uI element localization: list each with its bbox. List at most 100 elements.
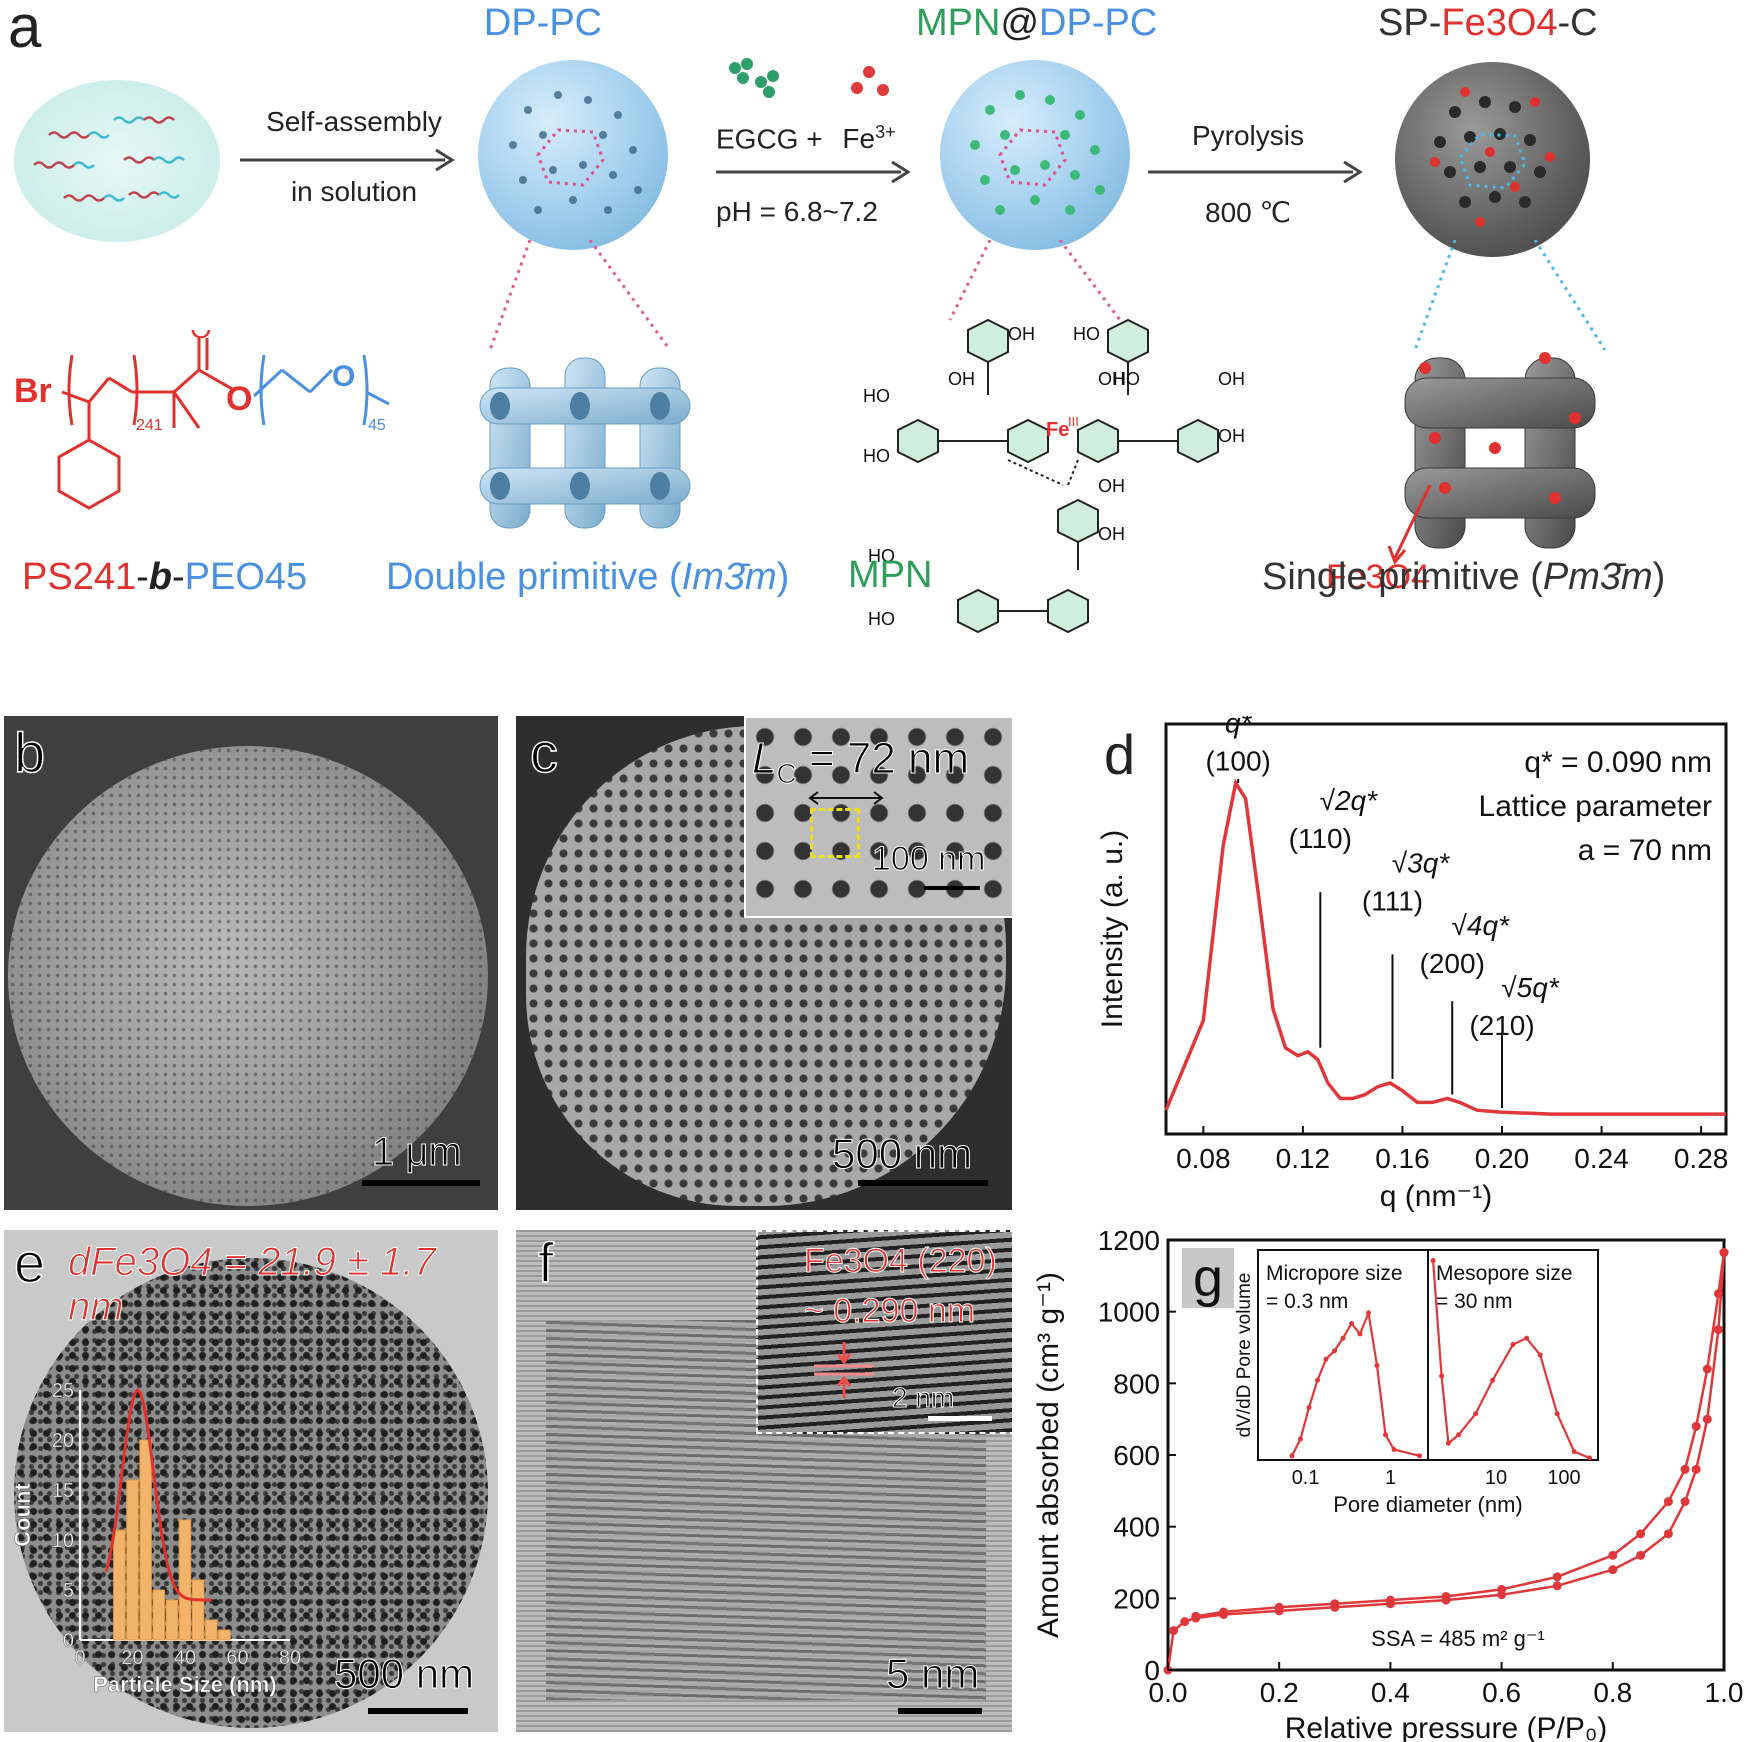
b-part: b [148,556,172,598]
inset-x-tick: 1 [1385,1467,1396,1489]
mesopore-point [1554,1411,1560,1417]
peak-label: √4q* [1452,910,1511,941]
hist-bar [113,1529,126,1641]
y-tick-label: 600 [1113,1440,1160,1471]
hist-bar [218,1629,231,1641]
ssa-label: SSA = 485 m² g⁻¹ [1371,1626,1545,1651]
mesopore-curve [1432,1260,1590,1459]
x-tick-label: 0.20 [1475,1143,1530,1174]
isotherm-point [1180,1617,1190,1627]
dppc-sphere [478,60,668,250]
oh-label: OH [948,369,975,389]
mesopore-title: Mesopore size [1436,1262,1573,1285]
saxs-chart: 0.08 0.12 0.16 0.20 0.24 0.28 q (nm⁻¹) Intensit… [1096,716,1729,1213]
y-axis-label: Amount absorbed (cm³ g⁻¹) [1032,1272,1065,1638]
panel-f-scalebar [898,1708,982,1714]
ho-label: HO [1113,369,1140,389]
saxs-curve [1164,778,1726,1116]
x-tick-label: 0.4 [1371,1677,1410,1708]
spacing-marker-icon [814,1342,874,1398]
q-star-info: q* = 0.090 nm [1524,746,1712,779]
micropore-value: = 0.3 nm [1266,1290,1348,1313]
single-primitive-structure [1404,352,1596,549]
lc-value: = 72 nm [796,734,970,784]
hist-x-tick: 20 [121,1647,143,1669]
x-tick-label: 0.28 [1674,1143,1729,1174]
dp-symmetry: Im3̄m [681,556,777,598]
hist-y-tick: 15 [52,1480,74,1502]
hist-y-tick: 0 [63,1630,74,1652]
hist-bar [152,1589,166,1641]
x-tick-label: 0.12 [1276,1143,1331,1174]
micropore-title: Micropore size [1266,1262,1403,1285]
peak-label: √3q* [1392,848,1451,879]
mesopore-point [1445,1440,1451,1446]
desorption-branch [1195,1252,1726,1618]
at-part: @ [1000,2,1040,44]
zoom-guide-lines [1413,240,1607,351]
arrow-right-icon [240,148,455,172]
isotherm-point [1713,1325,1723,1335]
mesopore-point [1439,1373,1445,1379]
mesopore-point [1473,1411,1479,1417]
oh-label: OH [1218,426,1245,446]
hist-y-tick: 10 [52,1530,74,1552]
panel-e-size-title: dFe3O4 = 21.9 ± 1.7 nm [68,1240,437,1330]
isotherm-point [1169,1626,1179,1636]
micropore-point [1383,1432,1388,1438]
mpn-dppc-sphere [940,60,1130,250]
hist-x-label: Particle Size (nm) [93,1672,276,1697]
hist-y-tick: 20 [52,1430,74,1452]
double-primitive-structure [479,357,691,529]
y-tick-label: 0 [1144,1655,1160,1686]
hist-bar [139,1439,152,1641]
isotherm-point [1330,1599,1340,1609]
hist-bar [126,1479,139,1641]
dppc-part: DP-PC [1039,2,1158,44]
peak-label: q* [1225,716,1253,738]
micropore-point [1323,1356,1329,1362]
panel-g-letter-bg [1182,1248,1234,1308]
isotherm-point [1663,1497,1673,1507]
fe3o4-label: Fe3O4 [1326,558,1430,596]
ester-o: O [226,380,252,418]
tem-particle [14,1258,488,1728]
peo-part: PEO45 [184,556,308,598]
ho-label: HO [863,386,890,406]
panel-f-scale-label: 5 nm [885,1650,980,1698]
mpn-dppc-title: MPN@DP-PC [916,2,1157,45]
step-in-solution-label: in solution [290,176,418,207]
x-axis-label: q (nm⁻¹) [1380,1180,1493,1213]
panel-g-letter: g [1193,1248,1223,1308]
mpn-chemical-structure: OH HO OH HO OH HO OH HO OH OH OH HO HO F… [863,318,1245,634]
oh-label: OH [1098,369,1125,389]
inset-x-tick: 10 [1485,1467,1507,1489]
mesopore-point [1490,1377,1496,1383]
panel-b-scale-label: 1 μm [372,1130,463,1175]
step-800c-label: 800 ℃ [1205,197,1291,228]
peak-hkl: (111) [1362,886,1423,917]
fe-center-label: Fe [1046,419,1069,441]
inset-plane-label: Fe3O4 (220) [804,1242,998,1281]
micropore-inset [1257,1249,1429,1461]
ps-repeat-count: 241 [136,417,163,434]
unit-cell-box [810,808,860,858]
hist-x-tick: 60 [226,1647,248,1669]
mesopore-value: = 30 nm [1436,1290,1512,1313]
y-tick-label: 400 [1113,1512,1160,1543]
peak-hkl: (210) [1469,1010,1534,1041]
ho-label: HO [863,446,890,466]
n2-isotherm-chart: 0.0 0.2 0.4 0.6 0.8 1.0 0 200 400 600 800 1000 1200 R… [1032,1225,1743,1742]
micropore-curve [1291,1308,1420,1457]
lattice-info: Lattice parameter [1479,790,1712,823]
inset-scalebar [924,886,980,890]
lc-value-label: LC = 72 nm [751,734,970,790]
micropore-point [1366,1310,1371,1316]
peak-label: √5q* [1501,972,1560,1003]
peak-hkl: (110) [1289,823,1352,854]
isotherm-point [1191,1611,1201,1621]
panel-e-scalebar [368,1708,468,1714]
peo-repeat-count: 45 [368,417,386,434]
fe-ion-icon [851,66,889,96]
lc-arrow-icon [808,791,884,805]
